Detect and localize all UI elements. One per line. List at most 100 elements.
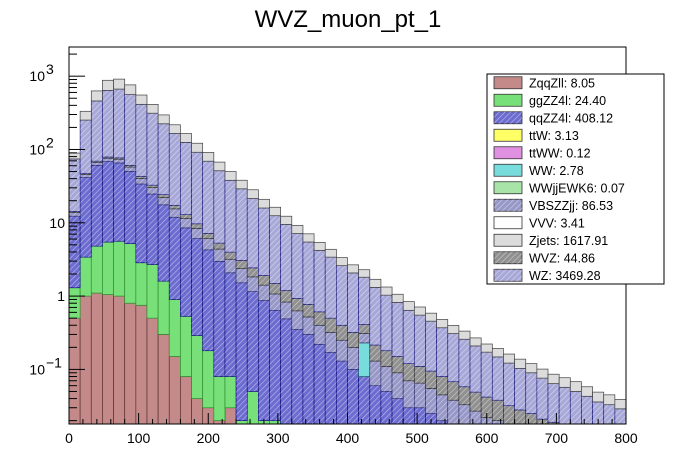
legend-swatch [493, 76, 523, 90]
legend-label: VVV: 3.41 [529, 216, 585, 230]
bar-zjets-bin-40 [514, 358, 527, 369]
bar-hatch-wvz-bin-23 [325, 318, 337, 333]
bar-hatch-wz-bin-39 [503, 363, 515, 406]
legend-entry: ggZZ4l: 24.40 [493, 94, 606, 108]
legend-swatch-hatch [494, 251, 522, 264]
bar-hatch-vbszzjj-bin-11 [191, 228, 203, 239]
bar-hatch-qqzz4l-bin-10 [180, 227, 192, 317]
bar-hatch-wz-bin-1 [80, 120, 92, 174]
bar-zjets-bin-25 [347, 264, 359, 274]
bar-hatch-qqzz4l-bin-18 [269, 310, 281, 421]
bar-zjets-bin-48 [603, 394, 616, 406]
y-tick-label: 10 [29, 141, 45, 157]
bar-hatch-wz-bin-0 [69, 158, 81, 212]
bar-hatch-qqzz4l-bin-4 [113, 162, 125, 242]
bar-hatch-vbszzjj-bin-17 [258, 285, 270, 301]
bar-hatch-wz-bin-12 [202, 161, 214, 234]
legend-swatch [493, 216, 523, 230]
bar-zjets-bin-28 [380, 286, 393, 296]
bar-hatch-wz-bin-45 [570, 391, 582, 424]
bar-zjets-bin-42 [536, 368, 549, 379]
bar-hatch-wvz-bin-12 [202, 233, 214, 239]
x-tick-label: 200 [197, 430, 221, 446]
bar-hatch-qqzz4l-bin-11 [191, 238, 203, 336]
x-tick-label: 300 [266, 430, 290, 446]
legend-swatch [493, 233, 523, 247]
bar-hatch-vbszzjj-bin-24 [336, 340, 348, 362]
bar-zjets-bin-5 [124, 84, 137, 95]
bar-hatch-wvz-bin-32 [425, 371, 437, 389]
legend-label: WZ: 3469.28 [529, 269, 601, 283]
bar-hatch-vbszzjj-bin-38 [492, 420, 504, 424]
bar-ggzz4l-bin-14 [224, 376, 237, 409]
legend-entry: Zjets: 1617.91 [493, 233, 608, 248]
bar-hatch-wvz-bin-22 [314, 311, 326, 326]
bar-hatch-vbszzjj-bin-32 [425, 388, 437, 414]
bar-hatch-wvz-bin-40 [514, 409, 526, 424]
x-tick-label: 600 [475, 430, 499, 446]
bar-hatch-qqzz4l-bin-12 [202, 249, 214, 351]
bar-hatch-qqzz4l-bin-20 [291, 329, 303, 424]
bar-hatch-wvz-bin-30 [403, 363, 415, 381]
bar-zjets-bin-8 [157, 114, 170, 125]
bar-zjets-bin-47 [592, 391, 605, 403]
bar-ggzz4l-bin-10 [180, 315, 192, 377]
legend-entry: ttW: 3.13 [493, 129, 579, 143]
bar-hatch-wvz-bin-43 [548, 422, 560, 424]
bar-hatch-wz-bin-15 [236, 188, 248, 261]
bar-zjets-bin-20 [291, 224, 304, 234]
bar-hatch-vbszzjj-bin-29 [392, 372, 404, 399]
bar-hatch-wvz-bin-37 [481, 397, 493, 418]
bar-hatch-wvz-bin-26 [358, 324, 370, 334]
bar-hatch-wz-bin-25 [347, 272, 359, 333]
x-tick-label: 500 [405, 430, 429, 446]
bar-zjets-bin-16 [246, 189, 259, 199]
bar-zjets-bin-4 [113, 78, 126, 90]
legend-entry: WVZ: 44.86 [493, 251, 595, 265]
bar-hatch-vbszzjj-bin-2 [91, 162, 103, 166]
bar-zjets-bin-0 [69, 152, 81, 160]
bar-ww-bin-26 [358, 342, 371, 377]
bar-hatch-wvz-bin-6 [135, 176, 147, 179]
bar-hatch-wz-bin-26 [358, 277, 370, 325]
bar-zjets-bin-12 [202, 152, 215, 162]
bar-hatch-wvz-bin-34 [447, 381, 459, 401]
bar-zqqzll-bin-2 [90, 292, 103, 424]
series-ww [358, 342, 371, 377]
bar-hatch-wvz-bin-15 [236, 260, 248, 269]
bar-hatch-vbszzjj-bin-30 [403, 380, 415, 408]
bar-hatch-wz-bin-44 [559, 387, 571, 424]
bar-zjets-bin-17 [258, 198, 270, 209]
bar-hatch-vbszzjj-bin-21 [302, 316, 315, 335]
bar-hatch-wz-bin-32 [425, 321, 437, 372]
series-wz [69, 88, 626, 424]
bar-hatch-vbszzjj-bin-25 [347, 347, 359, 370]
bar-hatch-wz-bin-8 [158, 123, 170, 195]
bar-hatch-wz-bin-10 [180, 142, 192, 215]
bar-hatch-qqzz4l-bin-9 [169, 217, 181, 300]
bar-hatch-vbszzjj-bin-22 [314, 325, 326, 345]
bar-hatch-qqzz4l-bin-32 [425, 413, 437, 424]
bar-hatch-wz-bin-20 [291, 233, 303, 299]
series-vbszzjj [69, 157, 504, 424]
bar-zjets-bin-10 [180, 133, 192, 143]
bar-hatch-qqzz4l-bin-13 [213, 261, 225, 377]
legend-entry: ttWW: 0.12 [493, 146, 591, 160]
bar-ggzz4l-bin-6 [135, 262, 148, 306]
bar-ggzz4l-bin-4 [113, 240, 126, 297]
bar-hatch-wz-bin-37 [481, 352, 493, 398]
bar-hatch-wz-bin-18 [269, 215, 281, 284]
legend-label: ttWW: 0.12 [529, 146, 591, 160]
legend-label: ggZZ4l: 24.40 [529, 94, 606, 108]
bar-hatch-vbszzjj-bin-1 [80, 174, 92, 178]
legend-entry: WZ: 3469.28 [493, 269, 601, 283]
y-tick-label: 10 [29, 361, 45, 377]
bar-hatch-wz-bin-11 [191, 152, 203, 224]
legend: ZqqZll: 8.05 ggZZ4l: 24.40 qqZZ4l: 408.12 t… [486, 73, 665, 285]
bar-hatch-wz-bin-34 [447, 333, 459, 382]
legend-label: ZqqZll: 8.05 [529, 76, 595, 90]
bar-hatch-vbszzjj-bin-15 [236, 268, 248, 283]
bar-hatch-qqzz4l-bin-5 [124, 171, 136, 244]
bar-hatch-qqzz4l-bin-30 [403, 407, 415, 424]
